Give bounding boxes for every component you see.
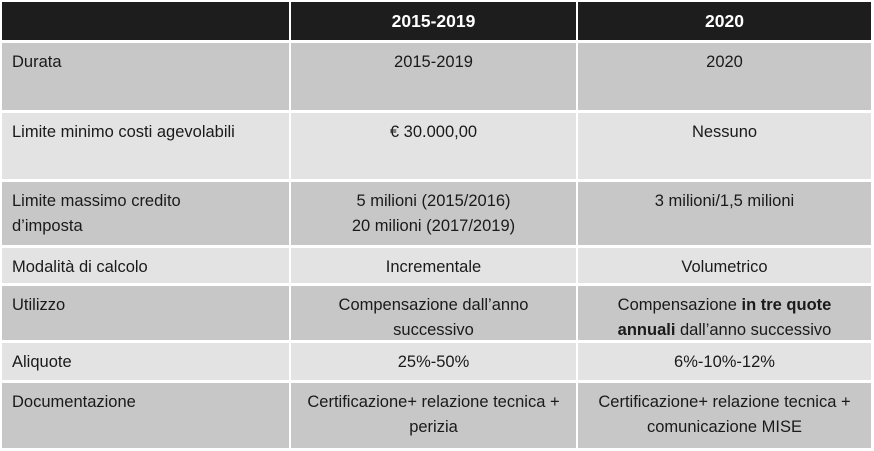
cell-documentazione-2015: Certificazione+ relazione tecnica + peri… bbox=[291, 383, 576, 448]
utilizzo-2020-prefix: Compensazione bbox=[617, 296, 742, 314]
header-2020: 2020 bbox=[578, 2, 871, 40]
cell-limite-minimo-2020: Nessuno bbox=[578, 113, 871, 179]
header-2015-2019: 2015-2019 bbox=[291, 2, 576, 40]
cell-aliquote-2015: 25%-50% bbox=[291, 343, 576, 380]
row-label-limite-massimo: Limite massimo credito d’imposta bbox=[2, 182, 289, 245]
header-empty-cell bbox=[2, 2, 289, 40]
cell-utilizzo-2015: Compensazione dall’anno successivo bbox=[291, 286, 576, 340]
row-label-modalita-calcolo: Modalità di calcolo bbox=[2, 248, 289, 283]
cell-limite-minimo-2015: € 30.000,00 bbox=[291, 113, 576, 179]
row-label-utilizzo: Utilizzo bbox=[2, 286, 289, 340]
row-label-documentazione: Documentazione bbox=[2, 383, 289, 448]
cell-utilizzo-2020: Compensazione in tre quote annuali dall’… bbox=[578, 286, 871, 340]
cell-limite-massimo-2020: 3 milioni/1,5 milioni bbox=[578, 182, 871, 245]
utilizzo-2020-suffix: dall’anno successivo bbox=[675, 321, 832, 339]
cell-modalita-2015: Incrementale bbox=[291, 248, 576, 283]
row-label-durata: Durata bbox=[2, 43, 289, 110]
cell-documentazione-2020: Certificazione+ relazione tecnica + comu… bbox=[578, 383, 871, 448]
cell-durata-2015: 2015-2019 bbox=[291, 43, 576, 110]
cell-durata-2020: 2020 bbox=[578, 43, 871, 110]
limite-massimo-2015-line2: 20 milioni (2017/2019) bbox=[351, 217, 516, 235]
cell-aliquote-2020: 6%-10%-12% bbox=[578, 343, 871, 380]
limite-massimo-2015-line1: 5 milioni (2015/2016) bbox=[356, 192, 511, 210]
row-label-aliquote: Aliquote bbox=[2, 343, 289, 380]
cell-limite-massimo-2015: 5 milioni (2015/2016) 20 milioni (2017/2… bbox=[291, 182, 576, 245]
cell-modalita-2020: Volumetrico bbox=[578, 248, 871, 283]
row-label-limite-minimo: Limite minimo costi agevolabili bbox=[2, 113, 289, 179]
utilizzo-2020-bold-phrase: in tre quote annuali bbox=[617, 296, 832, 339]
